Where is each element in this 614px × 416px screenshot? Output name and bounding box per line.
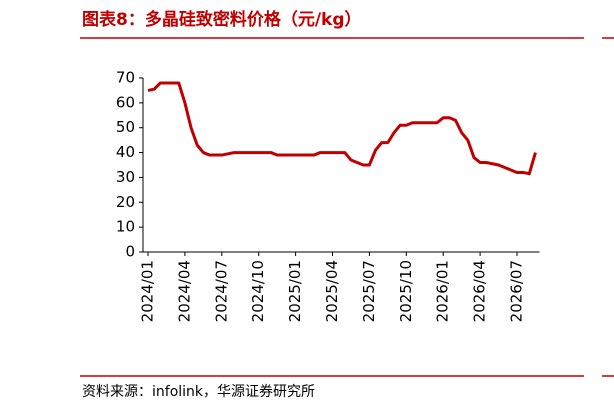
y-tick-label: 20 <box>116 193 135 211</box>
x-tick-label: 2025/04 <box>323 260 341 322</box>
y-tick-label: 0 <box>125 243 135 261</box>
source: 资料来源：infolink，华源证券研究所 <box>82 384 315 400</box>
x-tick-label: 2026/07 <box>508 260 526 322</box>
x-tick-label: 2024/10 <box>249 260 267 322</box>
series-line <box>147 81 537 176</box>
y-tick-label: 70 <box>116 69 135 87</box>
x-tick-label: 2024/04 <box>175 260 193 322</box>
y-tick-label: 40 <box>116 143 135 161</box>
y-tick-label: 10 <box>116 218 135 236</box>
chart-title: 图表8：多晶硅致密料价格（元/kg） <box>82 9 362 30</box>
x-tick-label: 2025/01 <box>286 260 304 322</box>
y-tick-label: 60 <box>116 93 135 111</box>
x-tick-label: 2026/01 <box>434 260 452 322</box>
x-tick-label: 2025/10 <box>397 260 415 322</box>
x-tick-label: 2025/07 <box>360 260 378 322</box>
y-tick-label: 50 <box>116 118 135 136</box>
x-tick-label: 2024/01 <box>139 260 157 322</box>
y-tick-label: 30 <box>116 168 135 186</box>
x-tick-label: 2026/04 <box>471 260 489 322</box>
x-tick-label: 2024/07 <box>212 260 230 322</box>
